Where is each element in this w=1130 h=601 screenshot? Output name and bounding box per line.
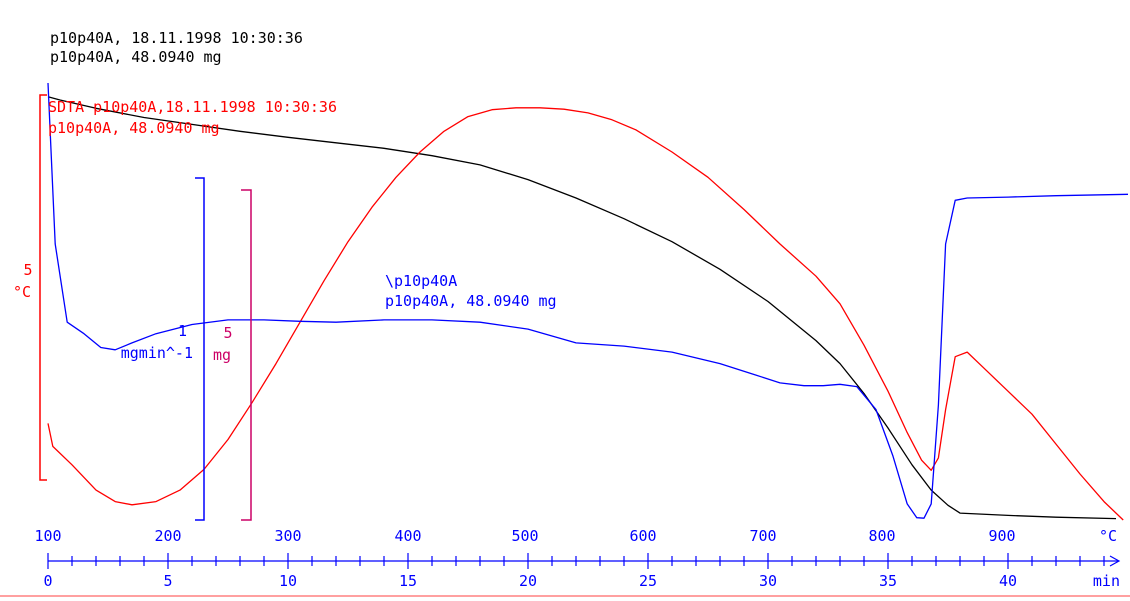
temperature-axis-unit: °C <box>1099 527 1117 545</box>
dtg-annotation-name: \p10p40A <box>385 272 457 290</box>
tg-title-line1: p10p40A, 18.11.1998 10:30:36 <box>50 29 303 47</box>
time-tick-label: 20 <box>519 572 537 590</box>
time-tick-label: 5 <box>163 572 172 590</box>
time-axis: min 0 5 10 15 20 25 30 35 40 <box>43 553 1121 590</box>
temperature-tick-label: 600 <box>629 527 656 545</box>
time-tick-label: 25 <box>639 572 657 590</box>
time-tick-label: 40 <box>999 572 1017 590</box>
tg-scale-value: 5 <box>223 324 232 342</box>
time-tick-label: 30 <box>759 572 777 590</box>
time-axis-arrow-icon <box>1109 555 1121 567</box>
tg-scale-bar: 5 mg <box>213 189 252 521</box>
sdta-title-line1: SDTA p10p40A,18.11.1998 10:30:36 <box>48 98 337 116</box>
sdta-scale-value: 5 <box>23 261 32 279</box>
time-tick-label: 35 <box>879 572 897 590</box>
series-line-tg <box>47 96 1117 520</box>
temperature-tick-label: 700 <box>749 527 776 545</box>
temperature-tick-label: 900 <box>988 527 1015 545</box>
tg-scale-unit: mg <box>213 346 231 364</box>
time-tick-label: 15 <box>399 572 417 590</box>
series-line-sdta <box>47 107 1124 521</box>
sdta-scale-bracket <box>39 94 47 481</box>
dtg-scale-unit: mgmin^-1 <box>121 344 193 362</box>
sdta-scale-bar: 5 °C <box>13 94 47 481</box>
time-tick-label: 0 <box>43 572 52 590</box>
time-tick-label: 10 <box>279 572 297 590</box>
tg-scale-bracket <box>241 189 252 521</box>
temperature-tick-label: 100 <box>34 527 61 545</box>
time-axis-unit: min <box>1093 572 1120 590</box>
series-line-dtg <box>47 82 1129 519</box>
temperature-tick-label: 800 <box>868 527 895 545</box>
curves-layer <box>47 82 1129 521</box>
temperature-tick-label: 500 <box>511 527 538 545</box>
sdta-title-line2: p10p40A, 48.0940 mg <box>48 119 220 137</box>
temperature-tick-label: 400 <box>394 527 421 545</box>
temperature-axis: °C 100 200 300 400 500 600 700 800 900 <box>34 527 1117 545</box>
sdta-scale-unit: °C <box>13 283 31 301</box>
dtg-scale-bracket <box>195 177 205 521</box>
dtg-annotation-mass: p10p40A, 48.0940 mg <box>385 292 557 310</box>
dtg-scale-value: 1 <box>178 322 187 340</box>
dtg-scale-bar: 1 mgmin^-1 <box>121 177 205 521</box>
temperature-tick-label: 300 <box>274 527 301 545</box>
tg-title-line2: p10p40A, 48.0940 mg <box>50 48 222 66</box>
temperature-tick-label: 200 <box>154 527 181 545</box>
